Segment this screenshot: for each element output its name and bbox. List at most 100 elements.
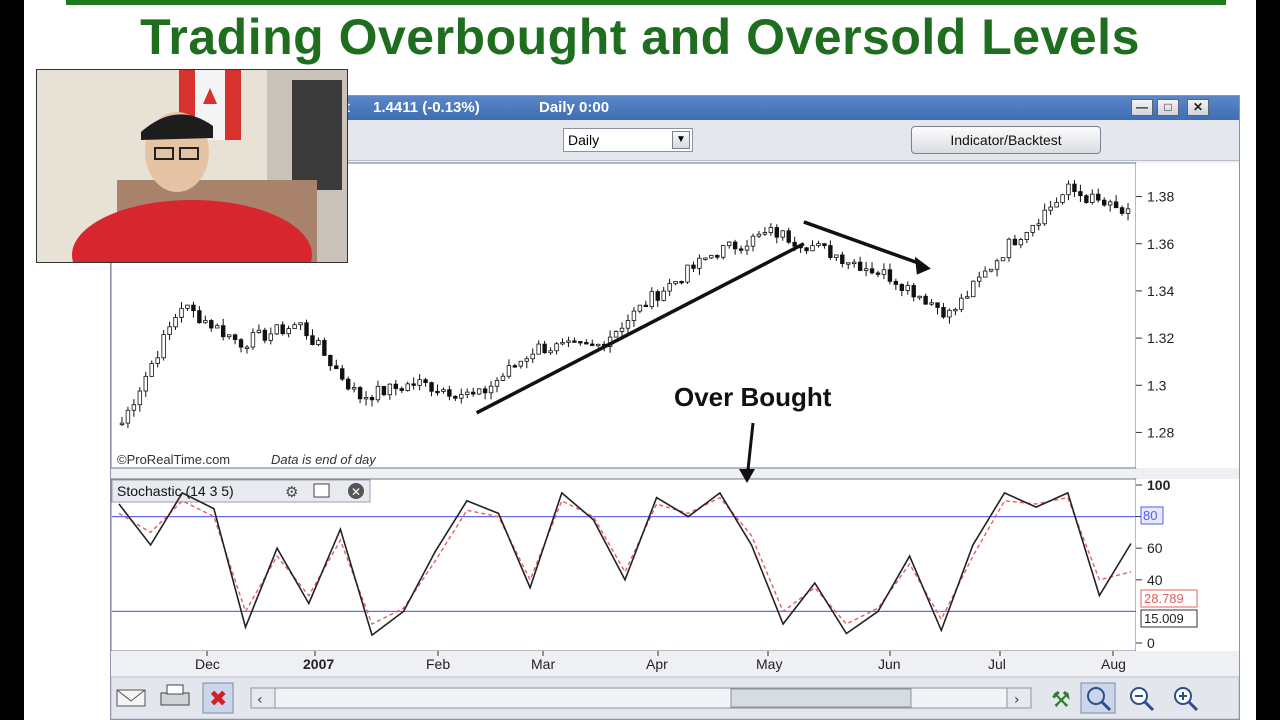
doorway <box>292 80 342 190</box>
zoom-fit-icon[interactable] <box>1080 682 1116 714</box>
overbought-annotation: Over Bought <box>674 382 832 412</box>
scroll-right-icon[interactable]: › <box>1006 687 1032 709</box>
candle-body <box>292 324 297 329</box>
candle-body <box>590 343 595 346</box>
wrench-icon[interactable]: ⚙ <box>285 484 298 501</box>
indicator-label: Stochastic (14 3 5) <box>117 483 234 499</box>
candle-body <box>411 383 416 386</box>
price-info: 1.4411 (-0.13%) <box>373 99 480 116</box>
candle-body <box>155 357 160 364</box>
zoom-out-icon[interactable] <box>1130 687 1155 712</box>
candle-body <box>215 325 220 329</box>
candle-body <box>447 389 452 397</box>
candle-body <box>238 339 244 348</box>
candle-body <box>762 232 768 235</box>
candle-body <box>143 375 148 392</box>
candle-body <box>1036 223 1041 226</box>
candle-body <box>744 245 750 251</box>
candle-body <box>536 343 541 355</box>
maximize-icon[interactable]: □ <box>1157 99 1179 116</box>
indicator-panel <box>111 478 1137 652</box>
candle-body <box>131 404 137 411</box>
period-select[interactable]: Daily ▼ <box>563 128 693 152</box>
candle-body <box>363 397 369 400</box>
settings-icon[interactable]: ⚒ <box>1051 688 1071 713</box>
candle-body <box>965 296 970 299</box>
candle-body <box>1054 202 1059 208</box>
x-tick-label: May <box>756 656 782 672</box>
candle-body <box>518 360 524 367</box>
candle-body <box>286 328 291 335</box>
candle-body <box>840 254 845 264</box>
candle-body <box>244 346 250 349</box>
candle-body <box>417 379 422 386</box>
candle-body <box>441 389 446 392</box>
candle-body <box>179 307 184 318</box>
candle-body <box>149 363 154 377</box>
candle-body <box>851 261 857 265</box>
svg-text:›: › <box>1014 692 1020 708</box>
zoom-in-icon[interactable] <box>1174 687 1199 712</box>
candle-body <box>613 331 619 338</box>
price-tick-label: 1.28 <box>1147 424 1174 440</box>
x-tick-label: Dec <box>195 656 220 672</box>
chevron-down-icon[interactable]: ▼ <box>672 131 690 149</box>
candle-body <box>191 304 196 312</box>
email-icon[interactable] <box>116 689 146 707</box>
candle-body <box>280 324 285 335</box>
timeframe-info: Daily 0:00 <box>539 99 610 116</box>
x-axis-labels: Dec 2007 Feb Mar Apr May Jun Jul Aug <box>195 651 1126 672</box>
remove-indicator-icon[interactable] <box>348 483 364 499</box>
candle-body <box>911 285 916 298</box>
candle-body <box>340 368 345 380</box>
candle-body <box>351 387 357 390</box>
delete-icon[interactable]: ✖ <box>202 682 234 714</box>
candle-body <box>435 390 440 394</box>
stoch-tick-label: 100 <box>1147 477 1171 493</box>
candle-body <box>310 335 315 346</box>
candle-body <box>167 326 172 335</box>
close-icon[interactable]: ✕ <box>1187 99 1209 116</box>
price-axis-panel <box>1136 163 1239 468</box>
candle-body <box>685 264 690 283</box>
candle-body <box>982 270 988 278</box>
title-rule <box>66 0 1226 5</box>
x-tick-label: Jul <box>988 656 1006 672</box>
candle-body <box>548 350 553 354</box>
candle-body <box>697 257 702 269</box>
candle-body <box>1090 193 1095 203</box>
k-value-box <box>1140 589 1198 608</box>
candle-body <box>715 254 720 258</box>
candle-body <box>738 248 744 251</box>
candle-body <box>596 343 601 347</box>
candle-body <box>994 260 1000 270</box>
candle-body <box>756 233 762 237</box>
horizontal-scrollbar[interactable] <box>250 687 1032 709</box>
candle-body <box>846 262 851 265</box>
candle-body <box>857 261 863 271</box>
candle-body <box>137 390 143 406</box>
indicator-backtest-button[interactable]: Indicator/Backtest <box>911 126 1101 154</box>
candle-body <box>1060 194 1065 203</box>
webcam-image <box>37 70 347 262</box>
x-tick-label: 2007 <box>303 656 334 672</box>
candle-body <box>1078 191 1083 197</box>
scrollbar-thumb <box>730 688 912 708</box>
window-icon[interactable] <box>313 483 330 498</box>
candle-body <box>1125 208 1131 214</box>
candle-body <box>768 227 774 233</box>
candle-body <box>792 241 797 247</box>
candle-body <box>542 343 547 354</box>
candle-body <box>822 243 827 246</box>
scroll-left-icon[interactable]: ‹ <box>250 687 276 709</box>
stochastic-k-line <box>118 491 1132 637</box>
candle-body <box>881 269 887 275</box>
candle-body <box>828 245 833 258</box>
candle-body <box>780 230 785 238</box>
candle-body <box>226 334 232 338</box>
minimize-icon[interactable]: — <box>1131 99 1153 116</box>
candle-body <box>530 353 535 360</box>
candle-body <box>863 268 869 271</box>
candle-body <box>268 333 273 341</box>
print-icon[interactable] <box>160 684 190 706</box>
